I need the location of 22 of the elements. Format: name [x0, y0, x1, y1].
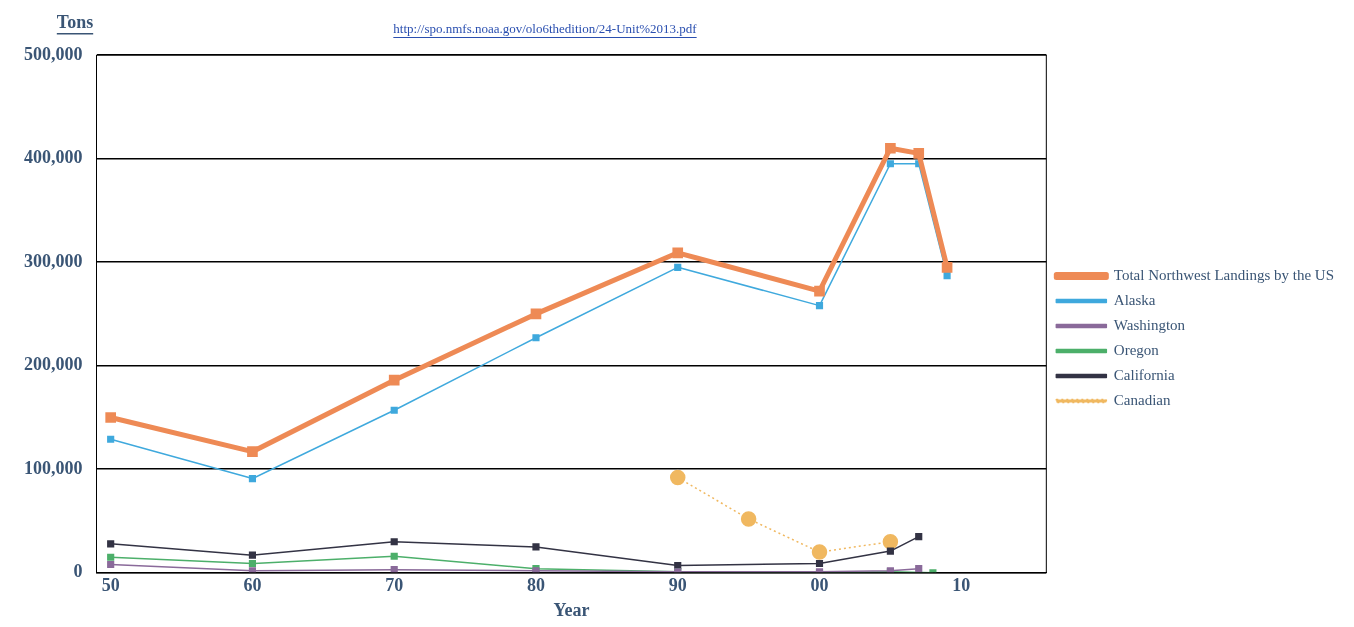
x-tick-label: 80: [526, 575, 545, 596]
text: http://spo.nmfs.noaa.gov/olo6thedition/24-Unit%2013.pdf: [393, 20, 698, 36]
x-tick-label: 90: [668, 575, 687, 596]
legend-label: Total Northwest Landings by the US: [1113, 266, 1335, 283]
y-tick-label: 300,000: [24, 250, 83, 271]
x-tick-label: 00: [810, 575, 829, 596]
legend-label: Canadian: [1113, 391, 1171, 408]
x-tick-label: 70: [385, 575, 404, 596]
x-axis-title: Year: [553, 599, 590, 620]
x-tick-label: 10: [952, 575, 971, 596]
legend-label: Alaska: [1113, 291, 1156, 308]
y-tick-label: 400,000: [24, 147, 83, 168]
y-tick-label: 0: [73, 561, 83, 582]
y-axis-title: Tons: [56, 11, 94, 32]
y-tick-label: 200,000: [24, 354, 83, 375]
x-tick-label: 50: [101, 575, 120, 596]
y-tick-label: 500,000: [24, 43, 83, 64]
legend-label: California: [1113, 366, 1175, 383]
y-tick-label: 100,000: [24, 457, 83, 478]
legend-label: Oregon: [1113, 341, 1160, 358]
legend-label: Washington: [1113, 316, 1186, 333]
x-tick-label: 60: [243, 575, 262, 596]
